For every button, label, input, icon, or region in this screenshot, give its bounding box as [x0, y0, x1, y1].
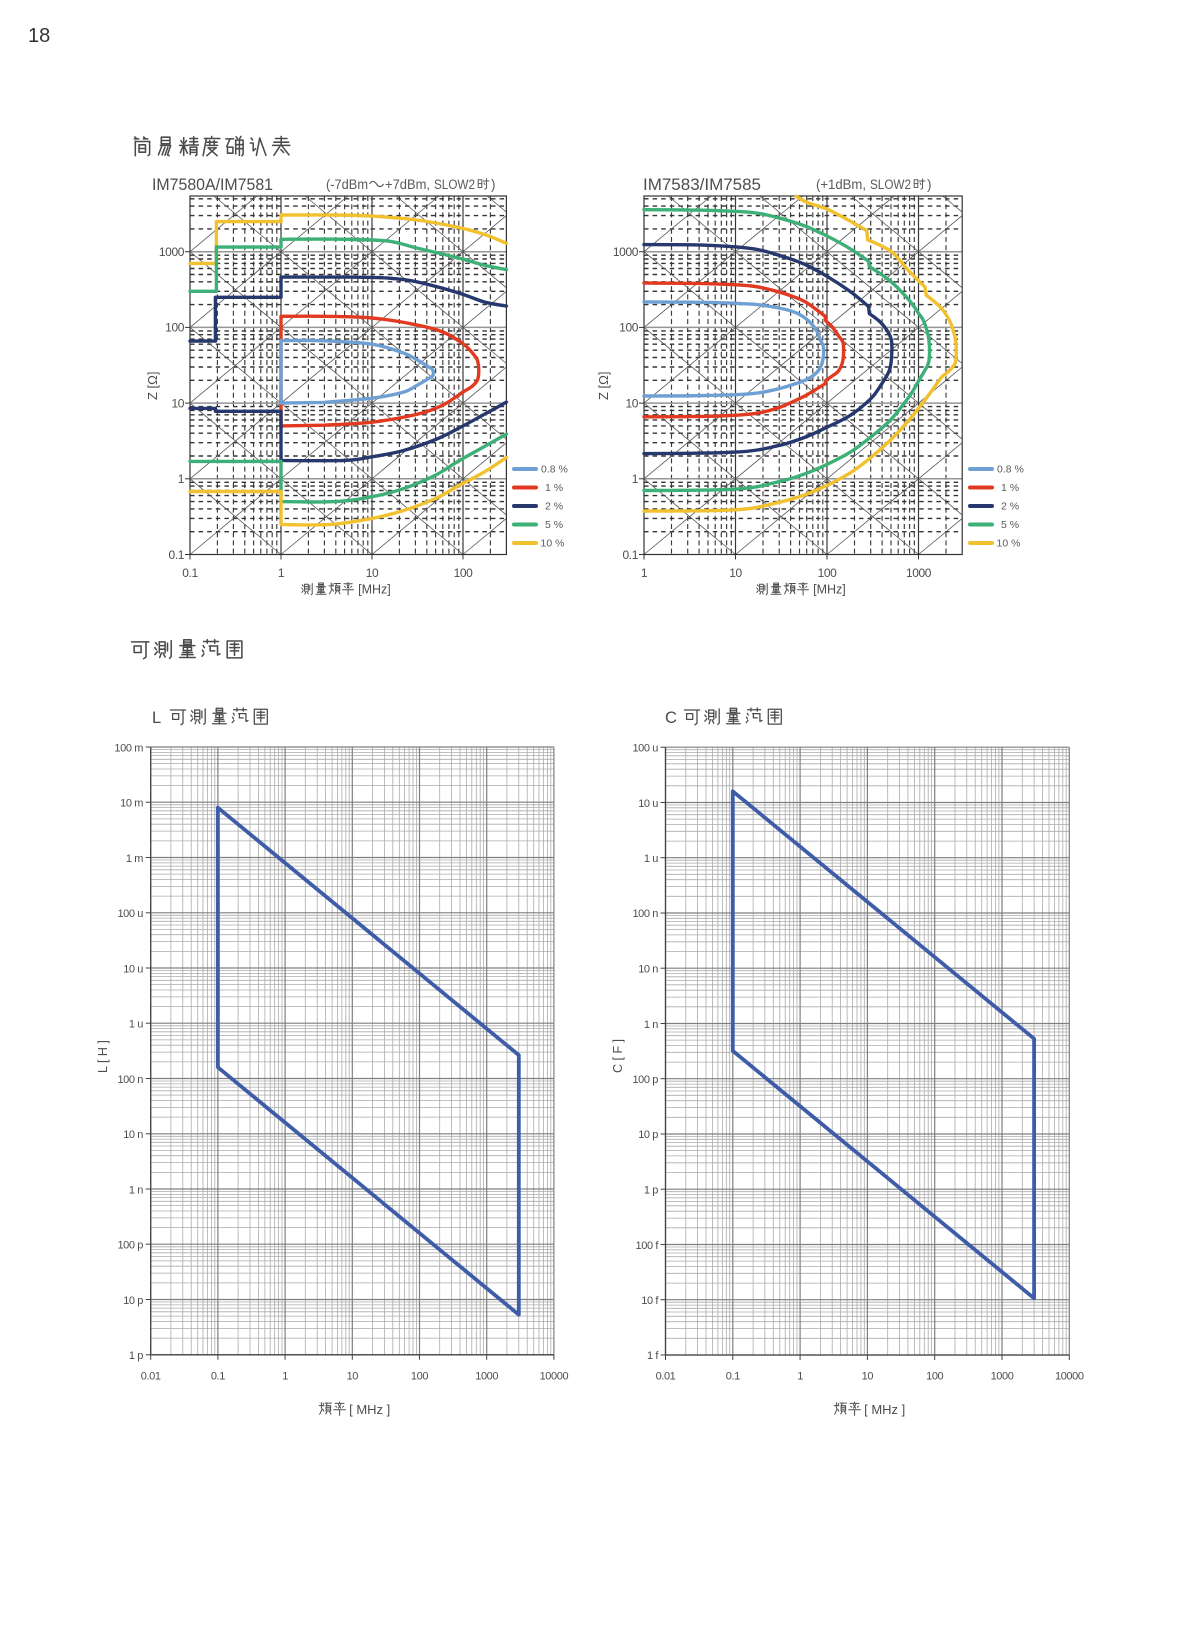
svg-text:100: 100: [926, 1371, 943, 1383]
svg-text:10 n: 10 n: [123, 1129, 143, 1141]
svg-text:10 %: 10 %: [997, 538, 1021, 550]
svg-text:100 p: 100 p: [632, 1074, 658, 1086]
svg-text:SLOW2: SLOW2: [434, 177, 475, 192]
svg-text:1000: 1000: [991, 1371, 1014, 1383]
svg-text:10 m: 10 m: [120, 798, 143, 810]
svg-text:100: 100: [165, 321, 185, 335]
svg-text:100 p: 100 p: [117, 1240, 143, 1252]
svg-text:1 u: 1 u: [644, 853, 658, 865]
svg-text:10: 10: [729, 566, 742, 580]
svg-text:1: 1: [278, 566, 285, 580]
svg-text:10: 10: [171, 396, 184, 410]
svg-text:10 f: 10 f: [641, 1295, 659, 1307]
svg-text:10: 10: [366, 566, 379, 580]
svg-text:10 %: 10 %: [541, 538, 565, 550]
svg-text:SLOW2: SLOW2: [870, 177, 911, 192]
svg-text:0.1: 0.1: [726, 1371, 740, 1383]
svg-text:2 %: 2 %: [1001, 501, 1019, 513]
svg-text:0.8 %: 0.8 %: [541, 464, 568, 476]
svg-text:1: 1: [632, 472, 639, 486]
svg-text:100: 100: [818, 566, 838, 580]
svg-text:100 u: 100 u: [117, 908, 143, 920]
svg-text:10: 10: [625, 396, 638, 410]
svg-text:1 p: 1 p: [644, 1185, 658, 1197]
svg-text:C [ F ]: C [ F ]: [611, 1039, 625, 1073]
svg-text:L: L: [152, 709, 161, 727]
svg-text:1 %: 1 %: [1001, 482, 1019, 494]
svg-text:1: 1: [178, 472, 185, 486]
svg-text:10000: 10000: [1055, 1371, 1084, 1383]
svg-text:10: 10: [862, 1371, 874, 1383]
svg-text:1 n: 1 n: [644, 1019, 658, 1031]
svg-text:[ MHz ]: [ MHz ]: [864, 1402, 905, 1417]
svg-text:100: 100: [411, 1371, 428, 1383]
svg-text:0.1: 0.1: [169, 548, 185, 562]
svg-text:1 m: 1 m: [126, 853, 143, 865]
svg-text:0.1: 0.1: [211, 1371, 225, 1383]
svg-text:IM7583/IM7585: IM7583/IM7585: [643, 175, 761, 194]
svg-text:5 %: 5 %: [1001, 519, 1019, 531]
svg-text:[ MHz ]: [ MHz ]: [349, 1402, 390, 1417]
svg-text:Z [Ω]: Z [Ω]: [596, 372, 611, 401]
svg-text:C: C: [665, 709, 677, 727]
svg-text:Z [Ω]: Z [Ω]: [145, 372, 160, 401]
svg-text:10 u: 10 u: [123, 963, 143, 975]
svg-text:(+1dBm,: (+1dBm,: [816, 177, 866, 192]
svg-text:1 %: 1 %: [545, 482, 563, 494]
svg-text:2 %: 2 %: [545, 501, 563, 513]
svg-text:100 n: 100 n: [117, 1074, 143, 1086]
svg-text:0.8 %: 0.8 %: [997, 464, 1024, 476]
svg-text:100 m: 100 m: [114, 742, 143, 754]
svg-text:1000: 1000: [613, 245, 639, 259]
svg-text:100 f: 100 f: [636, 1240, 660, 1252]
svg-text:1 p: 1 p: [129, 1350, 143, 1362]
svg-text:1: 1: [282, 1371, 288, 1383]
svg-text:0.01: 0.01: [656, 1371, 676, 1383]
svg-text:1: 1: [641, 566, 648, 580]
svg-text:10 u: 10 u: [638, 798, 658, 810]
svg-text:10: 10: [347, 1371, 359, 1383]
svg-text:10 n: 10 n: [638, 964, 658, 976]
svg-text:): ): [927, 177, 932, 192]
svg-text:10000: 10000: [540, 1371, 569, 1383]
svg-text:1000: 1000: [906, 566, 932, 580]
svg-text:1000: 1000: [475, 1371, 498, 1383]
svg-text:100 u: 100 u: [632, 743, 658, 755]
svg-text:1 u: 1 u: [129, 1019, 143, 1031]
svg-text:+7dBm,: +7dBm,: [385, 177, 430, 192]
svg-text:1 n: 1 n: [129, 1184, 143, 1196]
svg-text:5 %: 5 %: [545, 519, 563, 531]
svg-text:): ): [491, 177, 496, 192]
svg-text:(-7dBm: (-7dBm: [326, 177, 368, 192]
svg-text:100 n: 100 n: [632, 908, 658, 920]
svg-text:1000: 1000: [159, 245, 185, 259]
svg-text:[MHz]: [MHz]: [813, 583, 846, 597]
svg-text:0.01: 0.01: [141, 1371, 161, 1383]
svg-text:0.1: 0.1: [182, 566, 198, 580]
svg-text:1: 1: [797, 1371, 803, 1383]
svg-text:100: 100: [619, 321, 639, 335]
svg-text:[MHz]: [MHz]: [358, 583, 391, 597]
svg-text:10 p: 10 p: [123, 1295, 143, 1307]
svg-text:L [ H ]: L [ H ]: [96, 1040, 110, 1073]
svg-text:10 p: 10 p: [638, 1129, 658, 1141]
svg-text:0.1: 0.1: [623, 548, 639, 562]
svg-text:18: 18: [28, 25, 50, 47]
svg-text:IM7580A/IM7581: IM7580A/IM7581: [152, 175, 273, 194]
svg-text:1 f: 1 f: [647, 1350, 659, 1362]
svg-text:100: 100: [454, 566, 474, 580]
